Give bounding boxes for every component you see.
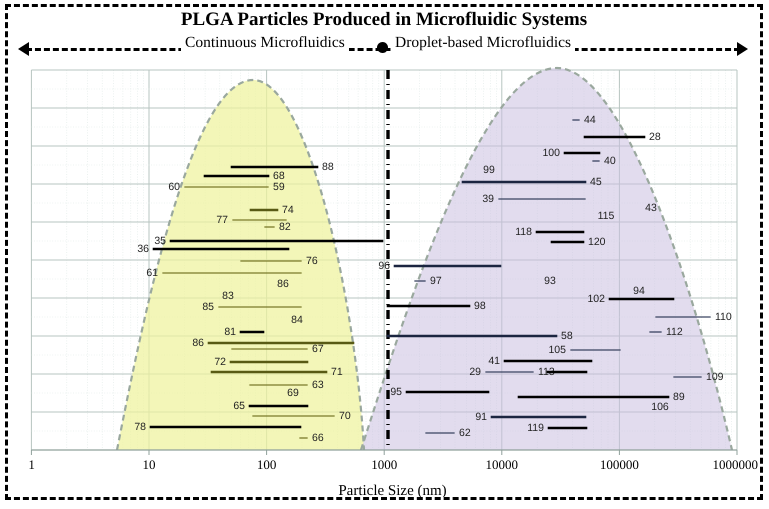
- svg-text:1000: 1000: [371, 457, 397, 472]
- svg-text:61: 61: [146, 267, 158, 279]
- svg-text:78: 78: [134, 421, 146, 433]
- svg-text:28: 28: [649, 131, 661, 143]
- svg-text:97: 97: [430, 275, 442, 287]
- svg-text:39: 39: [482, 193, 494, 205]
- svg-text:63: 63: [312, 379, 324, 391]
- svg-text:74: 74: [282, 204, 294, 216]
- svg-text:91: 91: [475, 411, 487, 423]
- svg-text:86: 86: [277, 278, 289, 290]
- svg-text:82: 82: [279, 221, 291, 233]
- svg-text:100: 100: [542, 147, 560, 159]
- svg-text:119: 119: [527, 422, 544, 434]
- svg-text:120: 120: [588, 236, 606, 248]
- svg-text:76: 76: [306, 255, 318, 267]
- svg-text:60: 60: [168, 181, 180, 193]
- svg-text:72: 72: [214, 356, 226, 368]
- svg-text:10000: 10000: [486, 457, 519, 472]
- svg-text:102: 102: [587, 293, 605, 305]
- svg-text:118: 118: [515, 226, 532, 238]
- svg-text:105: 105: [548, 344, 566, 356]
- svg-text:62: 62: [459, 427, 471, 439]
- svg-text:96: 96: [378, 260, 390, 272]
- svg-text:45: 45: [590, 176, 602, 188]
- svg-text:58: 58: [561, 330, 573, 342]
- svg-text:65: 65: [233, 400, 245, 412]
- svg-text:100000: 100000: [600, 457, 639, 472]
- svg-text:84: 84: [291, 314, 303, 326]
- svg-text:29: 29: [469, 366, 481, 378]
- svg-text:67: 67: [312, 343, 324, 355]
- svg-text:100: 100: [257, 457, 277, 472]
- svg-text:44: 44: [584, 114, 596, 126]
- svg-text:93: 93: [544, 275, 556, 287]
- svg-text:110: 110: [715, 311, 732, 323]
- svg-text:95: 95: [390, 386, 402, 398]
- svg-text:35: 35: [154, 235, 166, 247]
- svg-text:112: 112: [666, 326, 683, 338]
- svg-text:89: 89: [673, 391, 685, 403]
- svg-text:59: 59: [273, 181, 285, 193]
- svg-text:85: 85: [202, 301, 214, 313]
- svg-text:36: 36: [137, 243, 149, 255]
- svg-text:99: 99: [483, 164, 495, 176]
- svg-text:1000000: 1000000: [713, 457, 759, 472]
- svg-text:77: 77: [216, 214, 228, 226]
- svg-text:86: 86: [192, 337, 204, 349]
- svg-text:41: 41: [488, 355, 500, 367]
- svg-text:81: 81: [224, 326, 236, 338]
- svg-text:94: 94: [633, 285, 645, 297]
- svg-text:66: 66: [312, 432, 324, 444]
- svg-text:83: 83: [222, 290, 234, 302]
- svg-text:71: 71: [331, 366, 343, 378]
- svg-text:115: 115: [598, 210, 615, 222]
- svg-text:1: 1: [28, 457, 35, 472]
- svg-text:69: 69: [287, 387, 299, 399]
- svg-text:70: 70: [339, 410, 351, 422]
- svg-text:98: 98: [474, 300, 486, 312]
- svg-text:88: 88: [322, 161, 334, 173]
- svg-text:43: 43: [645, 202, 657, 214]
- svg-text:10: 10: [143, 457, 156, 472]
- svg-text:109: 109: [706, 371, 724, 383]
- svg-text:106: 106: [651, 401, 669, 413]
- svg-text:40: 40: [604, 155, 616, 167]
